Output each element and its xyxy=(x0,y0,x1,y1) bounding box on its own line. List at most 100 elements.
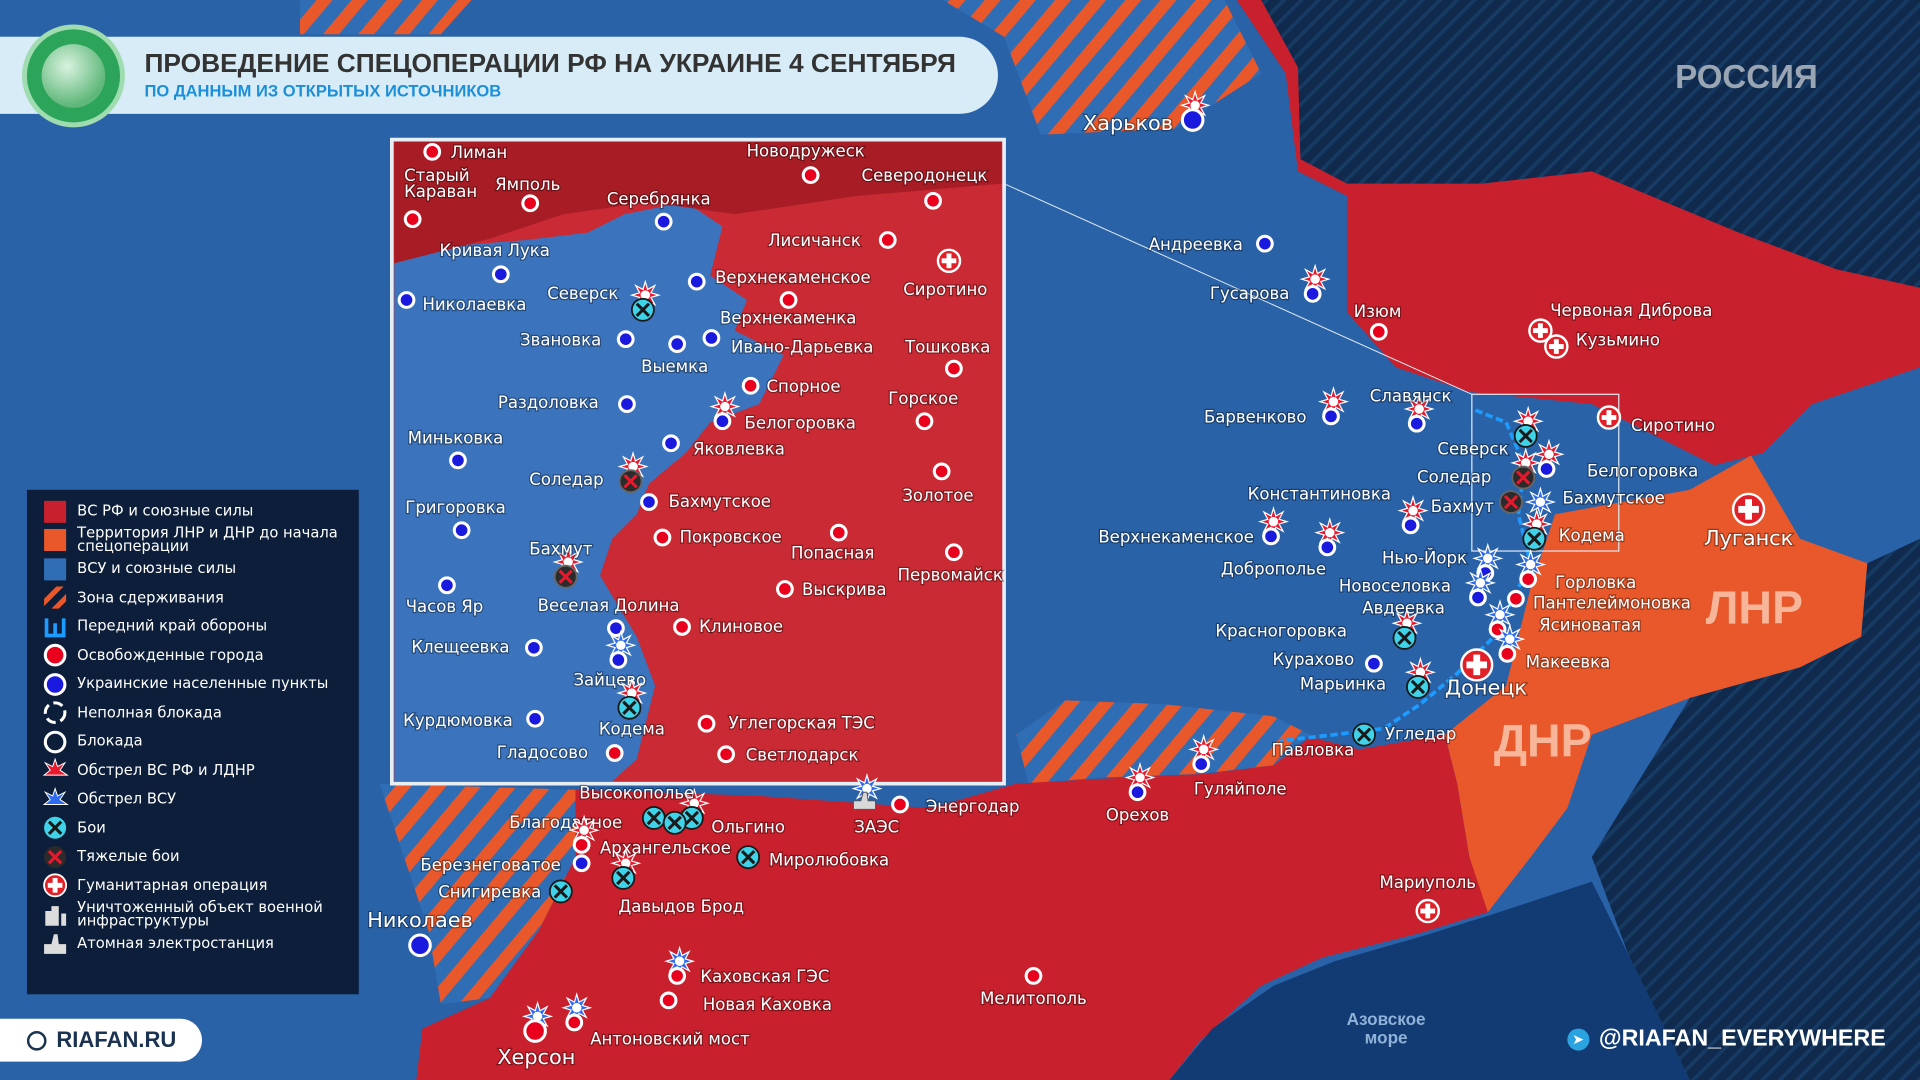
place-label: Григоровка xyxy=(405,498,506,517)
ukrainian-town-icon xyxy=(397,291,416,309)
battle-icon xyxy=(1392,626,1417,650)
place-label: Попасная xyxy=(791,543,874,562)
legend-red-square-icon xyxy=(44,500,67,523)
liberated-city-icon xyxy=(1519,570,1538,589)
ukrainian-town-icon xyxy=(1322,407,1340,426)
place-выемка: Выемка xyxy=(640,335,709,377)
inset-pointer-line xyxy=(1003,183,1473,395)
legend-blue-square-icon xyxy=(44,558,67,581)
place-николаевка: Николаевка xyxy=(397,291,528,315)
legend-item: Неполная блокада xyxy=(42,699,359,728)
place-светлодарск: Светлодарск xyxy=(717,744,860,766)
place-гладосово: Гладосово xyxy=(496,742,624,763)
liberated-city-icon xyxy=(523,1019,547,1043)
place-label: Каховская ГЭС xyxy=(700,967,829,986)
site-badge[interactable]: RIAFAN.RU xyxy=(0,1018,203,1062)
place-label: Ольгино xyxy=(711,818,785,837)
place-орехов: Орехов xyxy=(1105,761,1170,826)
humanitarian-icon xyxy=(1460,648,1494,682)
ukrainian-town-icon xyxy=(525,638,543,657)
legend-red-dot-icon xyxy=(43,644,67,667)
place-label: Луганск xyxy=(1704,526,1793,550)
region-label-russia: РОССИЯ xyxy=(1675,58,1818,96)
place-нью-йорк: Нью-Йорк xyxy=(1381,542,1504,582)
legend-dashed-ring-icon xyxy=(43,701,67,725)
ukrainian-town-icon xyxy=(1256,234,1274,253)
place-белогоровка: Белогоровка xyxy=(1533,438,1700,482)
place-label: Благодатное xyxy=(509,813,622,832)
liberated-city-icon xyxy=(403,210,422,229)
place-херсон: Херсон xyxy=(496,1000,577,1070)
place-белогоровка: Белогоровка xyxy=(709,390,857,434)
ukrainian-town-icon xyxy=(526,709,544,728)
ukrainian-town-icon xyxy=(1128,783,1147,802)
place-label: Бахмут xyxy=(529,540,592,559)
place-северск: Северск xyxy=(1436,405,1544,460)
telegram-link[interactable]: ➤ @RIAFAN_EVERYWHERE xyxy=(1567,1026,1886,1053)
place-label: Угледар xyxy=(1385,725,1456,744)
place-северск: Северск xyxy=(546,279,661,322)
ukrainian-town-icon xyxy=(452,521,471,540)
legend-humanitarian-icon xyxy=(43,873,68,898)
place-label: Зайцево xyxy=(573,671,646,690)
legend-label: Блокада xyxy=(77,732,143,750)
liberated-city-icon xyxy=(1498,645,1517,663)
place-бахмут: Бахмут xyxy=(1430,490,1523,517)
azov-sea xyxy=(1169,881,1690,1080)
legend-item: Бои xyxy=(42,814,359,843)
battle-icon xyxy=(617,695,642,720)
legend-label: Атомная электростанция xyxy=(77,933,274,952)
liberated-city-icon xyxy=(776,580,794,598)
place-николаев: Николаев xyxy=(366,907,474,958)
ukrainian-town-icon xyxy=(616,330,635,349)
place-тошковка: Тошковка xyxy=(903,336,992,378)
place-кодема: Кодема xyxy=(598,677,666,740)
ukrainian-town-icon xyxy=(618,395,636,413)
battle-icon xyxy=(662,810,687,835)
red-shelling-icon xyxy=(1188,733,1220,766)
legend-item: ВС РФ и союзные силы xyxy=(42,497,359,526)
region-label-azov-sea: Азовское море xyxy=(1346,1008,1426,1047)
place-архангельское: Архангельское xyxy=(568,814,732,859)
map-legend: ВС РФ и союзные силы Территория ЛНР и ДНР… xyxy=(26,489,359,995)
place-курахово: Курахово xyxy=(1271,649,1383,673)
place-макеевка: Макеевка xyxy=(1494,623,1611,673)
ukrainian-town-icon xyxy=(1401,516,1420,535)
legend-label: Гуманитарная операция xyxy=(77,876,268,894)
inset-rf-dark xyxy=(394,142,1002,264)
place-новоселовка: Новоселовка xyxy=(1338,575,1453,596)
place-ивано-дарьевка: Ивано-Дарьевка xyxy=(702,329,875,358)
place-label: Новая Каховка xyxy=(703,995,832,1014)
battle-icon xyxy=(1513,423,1538,448)
heavy-battle-icon xyxy=(1499,490,1523,514)
place-label: Николаев xyxy=(367,908,473,932)
page-title: ПРОВЕДЕНИЕ СПЕЦОПЕРАЦИИ РФ НА УКРАИНЕ 4 … xyxy=(144,48,956,79)
ukrainian-town-icon xyxy=(491,265,510,284)
liberated-city-icon xyxy=(829,523,848,542)
place-label: Изюм xyxy=(1354,302,1401,321)
ukrainian-town-icon xyxy=(1192,755,1211,773)
place-label: Ямполь xyxy=(495,175,560,194)
place-label: Архангельское xyxy=(600,838,731,857)
ukrainian-town-icon xyxy=(1365,654,1383,673)
place-label: Миролюбовка xyxy=(769,851,889,870)
liberated-city-icon xyxy=(878,231,897,249)
legend-label: Передний край обороны xyxy=(77,617,268,635)
place-label: Гусарова xyxy=(1210,284,1290,303)
place-горловка: Горловка xyxy=(1514,548,1637,593)
legend-label: Обстрел ВСУ xyxy=(77,790,177,808)
place-label: Ивано-Дарьевка xyxy=(731,338,873,357)
place-благодатное: Благодатное xyxy=(508,810,687,835)
place-label: Горловка xyxy=(1555,573,1636,592)
legend-blue-dot-icon xyxy=(43,672,67,696)
place-label: Выскрива xyxy=(802,580,887,599)
place-клещеевка: Клещеевка xyxy=(410,636,543,658)
place-label: Орехов xyxy=(1106,805,1169,824)
liberated-city-icon xyxy=(605,744,624,762)
place-верхнекаменское: Верхнекаменское xyxy=(1097,506,1290,548)
place-энергодар: Энергодар xyxy=(891,795,1021,817)
place-label: Кодема xyxy=(599,720,665,739)
place-label: Березнеговатое xyxy=(420,856,560,875)
humanitarian-icon xyxy=(1731,492,1766,527)
liberated-city-icon xyxy=(1024,967,1043,985)
